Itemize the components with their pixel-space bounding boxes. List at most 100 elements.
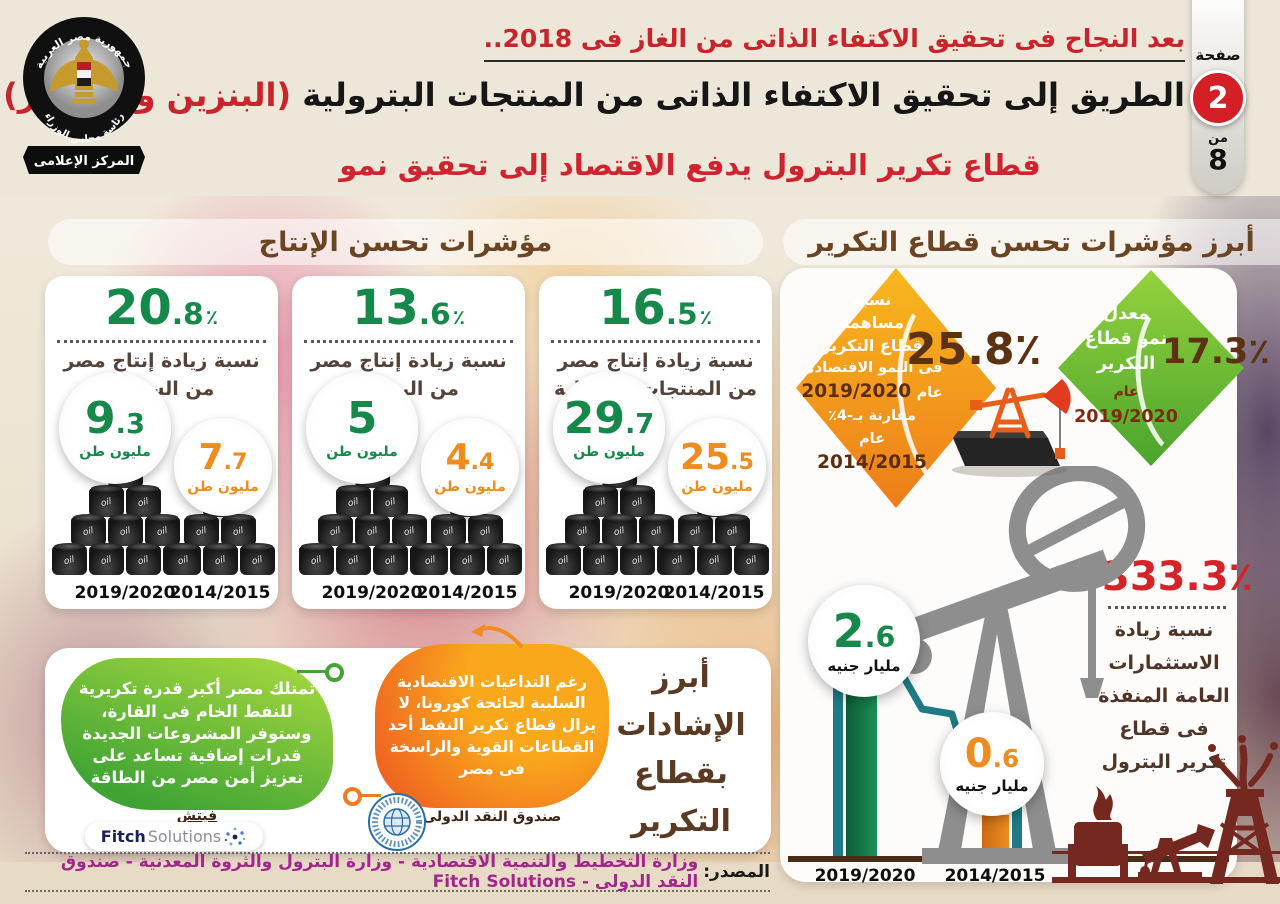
orange-connector-ring-icon xyxy=(343,787,362,806)
page-word: صفحة xyxy=(1195,46,1241,64)
oil-barrel-icon: oil xyxy=(468,514,503,546)
oil-barrel-icon: oil xyxy=(431,514,466,546)
contribution-text: نسبة مساهمة قطاع التكرير فى النمو الاقتص… xyxy=(801,290,943,473)
oil-barrel-icon: oil xyxy=(317,514,353,546)
oil-barrel-icon: oil xyxy=(89,543,124,575)
curved-arrow-icon xyxy=(469,620,527,654)
oil-barrel-icon: oil xyxy=(70,514,106,546)
emblem-banner: المركز الإعلامى xyxy=(23,146,145,174)
year-label-2014: 2014/2015 xyxy=(416,583,518,603)
fitch-quote-bubble: تمتلك مصر أكبر قدرة تكريرية للنفط الخام … xyxy=(61,658,333,810)
production-card-petroleum-products: 16.5٪ نسبة زيادة إنتاج مصر من المنتجات ا… xyxy=(539,276,772,609)
oil-barrel-icon: oil xyxy=(299,543,334,575)
green-connector-line xyxy=(297,670,327,673)
dotted-divider xyxy=(304,340,513,343)
government-emblem-logo: جمهورية مصر العربية رئاسة مجلس الوزراء ا… xyxy=(22,14,146,182)
value-circle-2014: 25.5 مليون طن xyxy=(668,418,766,516)
contribution-percent: 25.8٪ xyxy=(906,324,1042,375)
page-number-ribbon: صفحة 2 من 8 xyxy=(1190,0,1246,194)
value-circle-2014: 7.7 مليون طن xyxy=(174,418,272,516)
value-circle-2019: 29.7 مليون طن xyxy=(553,372,665,484)
oil-barrel-icon: oil xyxy=(239,543,275,575)
card-label: نسبة زيادة إنتاج مصر xyxy=(310,350,507,372)
oil-barrel-icon: oil xyxy=(336,485,371,517)
value-circle-2019: 5 مليون طن xyxy=(306,372,418,484)
page-of-word: من xyxy=(1208,131,1228,146)
year-label-2019: 2019/2020 xyxy=(568,583,670,603)
production-section-title: مؤشرات تحسن الإنتاج xyxy=(48,219,763,265)
svg-text:المركز الإعلامى: المركز الإعلامى xyxy=(34,154,134,169)
oil-barrel-icon: oil xyxy=(696,543,732,575)
oil-barrel-icon: oil xyxy=(107,514,143,546)
investment-label: نسبة زيادة الاستثمارات العامة المنفذة فى… xyxy=(1098,619,1230,773)
oil-barrel-icon: oil xyxy=(165,543,201,575)
oil-barrel-icon: oil xyxy=(373,543,408,575)
page-title: الطريق إلى تحقيق الاكتفاء الذاتى من المن… xyxy=(0,76,1185,114)
oil-barrel-icon: oil xyxy=(715,514,750,546)
oil-barrel-icon: oil xyxy=(336,543,371,575)
oil-barrel-icon: oil xyxy=(583,543,618,575)
oil-barrel-icon: oil xyxy=(583,485,618,517)
percent-increase: 16.5٪ xyxy=(598,280,713,336)
testimonials-card: أبرز الإشادات بقطاع التكرير تمتلك مصر أك… xyxy=(45,624,771,856)
oil-pumpjack-icon xyxy=(948,378,1118,482)
testimonials-title: أبرز الإشادات بقطاع التكرير xyxy=(616,660,746,839)
year-label-2014: 2014/2015 xyxy=(169,583,271,603)
fitch-source-label: فيتش xyxy=(176,808,218,824)
percent-increase: 20.8٪ xyxy=(104,280,219,336)
oil-barrel-icon: oil xyxy=(126,485,161,517)
oil-barrel-icon: oil xyxy=(144,514,180,546)
investment-circle-2019: 2.6 مليار جنيه xyxy=(808,585,920,697)
oil-barrel-icon: oil xyxy=(126,543,161,575)
production-card-gasoline: 13.6٪ نسبة زيادة إنتاج مصر من البنزين oi… xyxy=(292,276,525,609)
oil-barrel-icon: oil xyxy=(449,543,485,575)
card-label: نسبة زيادة إنتاج مصر xyxy=(63,350,260,372)
investment-circle-2014: 0.6 مليار جنيه xyxy=(940,712,1044,816)
source-label: المصدر: xyxy=(703,862,770,882)
imf-source-label: صندوق النقد الدولى xyxy=(422,809,562,825)
dotted-divider xyxy=(1108,606,1226,609)
oil-barrel-icon: oil xyxy=(620,485,655,517)
header-tagline: قطاع تكرير البترول يدفع الاقتصاد إلى تحق… xyxy=(339,148,1041,182)
oil-barrel-icon: oil xyxy=(620,543,655,575)
imf-logo-icon xyxy=(367,792,427,856)
oil-barrel-icon: oil xyxy=(659,543,695,575)
oil-barrel-icon: oil xyxy=(391,514,427,546)
green-connector-ring-icon xyxy=(325,663,344,682)
year-label-2014: 2014/2015 xyxy=(944,866,1046,886)
dotted-divider xyxy=(57,340,266,343)
source-line: المصدر: وزارة التخطيط والتنمية الاقتصادي… xyxy=(25,852,770,892)
refining-section-title: أبرز مؤشرات تحسن قطاع التكرير xyxy=(783,219,1280,265)
oil-barrel-icon: oil xyxy=(678,514,713,546)
year-label-2019: 2019/2020 xyxy=(74,583,176,603)
source-text: وزارة التخطيط والتنمية الاقتصادية - وزار… xyxy=(60,852,699,892)
page-total: 8 xyxy=(1208,143,1228,176)
card-label: نسبة زيادة إنتاج مصر xyxy=(557,350,754,372)
imf-quote-bubble: رغم التداعيات الاقتصادية السلبية لجائحة … xyxy=(375,644,609,808)
connector-zigzag-line xyxy=(892,661,967,735)
value-circle-2019: 9.3 مليون طن xyxy=(59,372,171,484)
fitch-solutions-logo: Fitch Solutions xyxy=(85,822,263,851)
oil-barrel-icon: oil xyxy=(373,485,408,517)
fitch-dots-icon xyxy=(225,827,246,845)
oil-barrel-icon: oil xyxy=(564,514,600,546)
oil-barrel-icon: oil xyxy=(354,514,390,546)
oil-barrel-icon: oil xyxy=(89,485,124,517)
oil-barrel-icon: oil xyxy=(486,543,522,575)
teal-accent-bar xyxy=(1012,807,1022,858)
investment-bar-2019 xyxy=(846,682,877,858)
header-subtitle: بعد النجاح فى تحقيق الاكتفاء الذاتى من ا… xyxy=(483,24,1185,62)
title-part-black: الطريق إلى تحقيق الاكتفاء الذاتى من المن… xyxy=(291,76,1185,114)
value-circle-2014: 4.4 مليون طن xyxy=(421,418,519,516)
oil-barrel-icon: oil xyxy=(412,543,448,575)
growth-text: معدل نمو قطاع التكرير عام 2019/2020 xyxy=(1074,304,1178,427)
oil-barrel-icon: oil xyxy=(601,514,637,546)
oil-barrel-icon: oil xyxy=(52,543,87,575)
oil-barrel-icon: oil xyxy=(184,514,219,546)
orange-connector-line xyxy=(359,794,381,797)
growth-percent: 17.3٪ xyxy=(1162,332,1270,372)
oil-barrel-icon: oil xyxy=(546,543,581,575)
flag-shield-icon xyxy=(77,62,91,86)
year-label-2014: 2014/2015 xyxy=(663,583,765,603)
